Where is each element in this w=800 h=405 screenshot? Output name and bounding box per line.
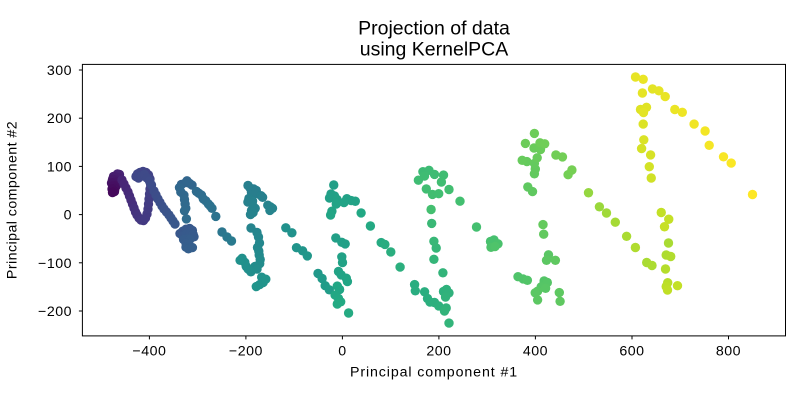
- svg-text:300: 300: [47, 63, 72, 79]
- svg-text:200: 200: [47, 111, 72, 127]
- svg-text:0: 0: [64, 208, 72, 224]
- svg-text:−200: −200: [38, 304, 72, 320]
- svg-text:Principal component #1: Principal component #1: [350, 365, 518, 381]
- svg-text:−200: −200: [229, 344, 263, 360]
- svg-text:800: 800: [716, 344, 741, 360]
- svg-text:200: 200: [426, 344, 451, 360]
- svg-text:0: 0: [338, 344, 346, 360]
- svg-text:600: 600: [619, 344, 644, 360]
- svg-text:−400: −400: [132, 344, 166, 360]
- svg-text:400: 400: [523, 344, 548, 360]
- svg-text:−100: −100: [38, 256, 72, 272]
- svg-text:100: 100: [47, 159, 72, 175]
- svg-text:using KernelPCA: using KernelPCA: [360, 39, 509, 61]
- svg-text:Principal component #2: Principal component #2: [5, 121, 21, 279]
- svg-text:Projection of data: Projection of data: [358, 18, 510, 40]
